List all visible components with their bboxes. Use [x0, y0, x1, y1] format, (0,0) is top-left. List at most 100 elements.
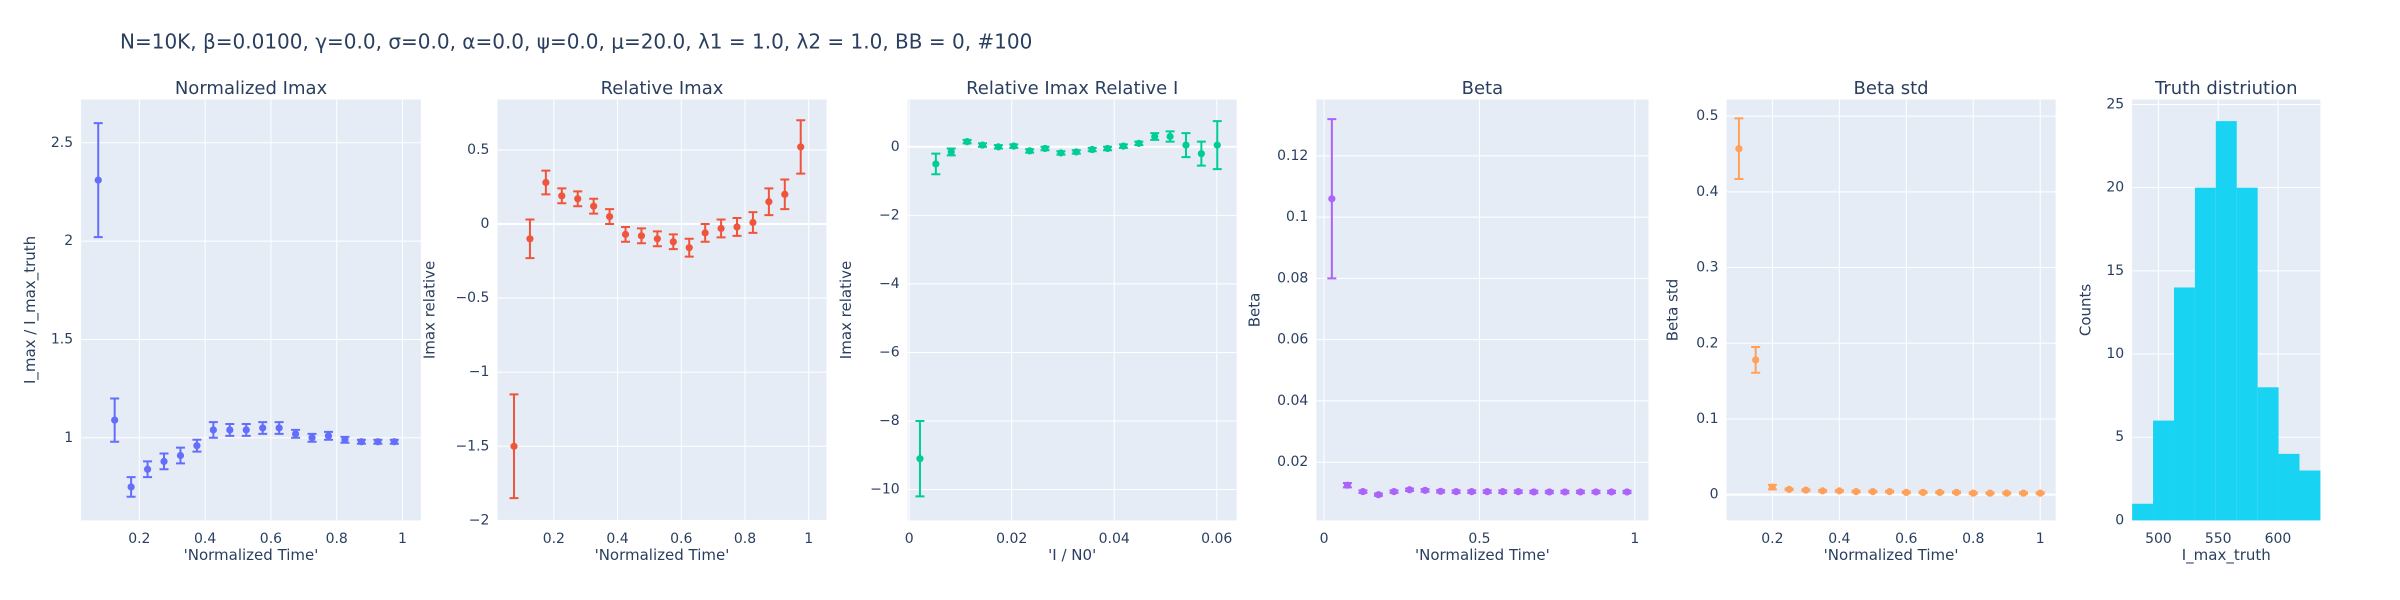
- data-point: [111, 416, 119, 424]
- data-point: [291, 430, 300, 438]
- y-tick-label: 0.4: [1696, 184, 1718, 200]
- y-tick-label: 5: [2115, 429, 2124, 445]
- data-point: [978, 141, 987, 149]
- x-tick-label: 0.6: [670, 531, 692, 547]
- data-point: [1182, 141, 1190, 149]
- x-tick-label: 0.2: [543, 531, 565, 547]
- x-tick-label: 0: [905, 531, 914, 547]
- histogram-bar: [2299, 470, 2321, 521]
- data-point: [733, 223, 741, 231]
- histogram-bar: [2278, 453, 2300, 521]
- x-tick-label: 600: [2265, 531, 2292, 547]
- data-point: [1885, 488, 1894, 496]
- data-point: [1151, 132, 1159, 141]
- plot-background: [1316, 99, 1649, 521]
- plot-background: [497, 99, 827, 521]
- y-tick-label: −1.5: [455, 438, 489, 454]
- x-tick-label: 0.8: [734, 531, 756, 547]
- data-point: [160, 457, 168, 466]
- data-point: [1785, 485, 1793, 493]
- data-point: [605, 212, 614, 221]
- data-point: [259, 424, 267, 432]
- data-point: [226, 426, 234, 434]
- y-tick-label: −4: [879, 276, 900, 292]
- histogram-bar: [2194, 187, 2216, 521]
- x-tick-label: 0.02: [996, 531, 1027, 547]
- data-point: [1530, 488, 1538, 496]
- data-point: [994, 143, 1002, 151]
- data-point: [685, 244, 693, 252]
- data-point: [621, 230, 630, 238]
- data-point: [1483, 488, 1491, 496]
- data-point: [574, 195, 582, 203]
- figure-title: N=10K, β=0.0100, γ=0.0, σ=0.0, α=0.0, ψ=…: [120, 30, 1032, 54]
- y-tick-label: 25: [2106, 96, 2124, 112]
- y-tick-label: 0.04: [1277, 393, 1308, 409]
- x-tick-label: 0.8: [326, 531, 348, 547]
- data-point: [2036, 489, 2044, 497]
- data-point: [143, 465, 152, 473]
- y-tick-label: 1: [64, 430, 73, 446]
- plot-background: [81, 99, 421, 521]
- data-point: [717, 224, 725, 233]
- y-tick-label: −6: [879, 344, 900, 360]
- data-point: [1802, 486, 1810, 494]
- data-point: [590, 202, 598, 210]
- y-tick-label: 2: [64, 233, 73, 249]
- data-point: [765, 198, 773, 206]
- y-axis-title: Beta std: [1663, 279, 1681, 342]
- y-tick-label: 0.08: [1277, 270, 1308, 286]
- data-point: [932, 160, 940, 168]
- panel-title: Truth distriution: [2154, 78, 2298, 99]
- y-axis-title: I_max / I_max_truth: [21, 236, 40, 384]
- data-point: [1057, 149, 1065, 157]
- y-tick-label: −8: [879, 413, 900, 429]
- data-point: [1213, 141, 1221, 149]
- data-point: [1088, 145, 1096, 154]
- x-axis-title: 'Normalized Time': [1824, 546, 1959, 564]
- y-tick-label: 20: [2106, 180, 2124, 196]
- panel-title: Beta std: [1854, 78, 1929, 99]
- data-point: [1869, 488, 1877, 496]
- data-point: [341, 436, 349, 444]
- x-tick-label: 500: [2145, 531, 2172, 547]
- x-tick-label: 0: [1320, 531, 1329, 547]
- y-tick-label: 0: [481, 216, 490, 232]
- data-point: [916, 455, 924, 463]
- data-point: [193, 442, 201, 450]
- x-tick-label: 1: [804, 531, 813, 547]
- y-tick-label: −2: [879, 207, 900, 223]
- data-point: [1421, 486, 1429, 494]
- data-point: [1969, 489, 1977, 497]
- y-axis-title: Beta: [1246, 293, 1264, 328]
- x-tick-label: 1: [2036, 531, 2045, 547]
- data-point: [701, 229, 709, 237]
- y-tick-label: 15: [2106, 263, 2124, 279]
- data-point: [176, 451, 185, 460]
- data-point: [526, 235, 534, 243]
- data-point: [1010, 142, 1018, 150]
- data-point: [1819, 487, 1827, 495]
- x-axis-title: I_max_truth: [2182, 546, 2271, 565]
- data-point: [1986, 489, 1994, 497]
- data-point: [1607, 488, 1616, 496]
- histogram-bar: [2132, 503, 2154, 521]
- data-point: [1561, 488, 1569, 496]
- x-tick-label: 0.6: [260, 531, 282, 547]
- data-point: [669, 238, 677, 246]
- data-point: [1437, 487, 1445, 495]
- data-point: [1374, 491, 1383, 499]
- data-point: [963, 138, 971, 146]
- histogram-bar: [2215, 121, 2237, 521]
- data-point: [1752, 356, 1760, 364]
- data-point: [542, 178, 550, 187]
- x-tick-label: 0.8: [1962, 531, 1984, 547]
- data-point: [1328, 195, 1336, 203]
- data-point: [127, 483, 135, 491]
- y-tick-label: −2: [469, 512, 490, 528]
- data-point: [1405, 486, 1414, 494]
- data-point: [1041, 144, 1049, 153]
- y-tick-label: 0.5: [1696, 108, 1718, 124]
- data-point: [653, 235, 661, 243]
- data-point: [1026, 147, 1034, 155]
